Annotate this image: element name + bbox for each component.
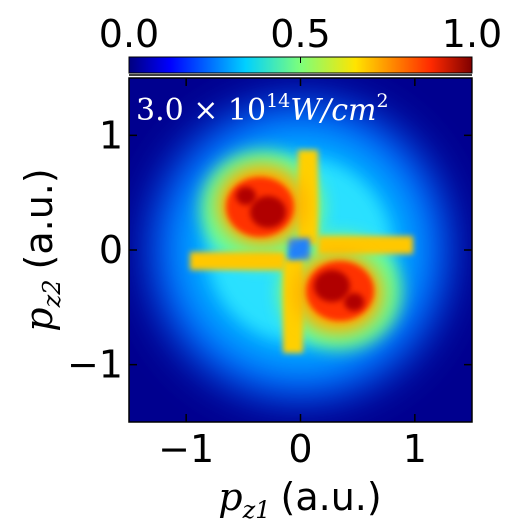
x-axis-symbol: p: [218, 475, 242, 519]
annotation-base: 3.0 × 10: [136, 93, 266, 128]
colorbar-tick-label: 0.5: [270, 12, 330, 56]
x-tick-label: 1: [403, 427, 427, 471]
axis-ticks: −1 0 1 −1 0 1: [67, 78, 472, 471]
colorbar-tick-label: 1.0: [442, 12, 502, 56]
colorbar: 0.0 0.5 1.0: [99, 12, 502, 76]
peak-lower-right: [294, 253, 382, 333]
x-axis-subscript: z1: [242, 496, 271, 524]
peak-upper-left: [218, 165, 306, 245]
center-spot: [288, 238, 310, 260]
intensity-annotation: 3.0 × 1014W/cm2: [136, 90, 389, 128]
x-tick-label: 0: [288, 427, 312, 471]
y-axis-label: pz2 (a.u.): [17, 168, 66, 331]
streak-horizontal-left: [190, 252, 285, 270]
annotation-exponent: 14: [266, 90, 290, 112]
y-tick-label: 0: [99, 228, 123, 272]
y-tick-label: −1: [67, 343, 123, 387]
colorbar-tick-label: 0.0: [99, 12, 159, 56]
y-tick-label: 1: [99, 113, 123, 157]
y-axis-unit: (a.u.): [17, 168, 61, 269]
x-tick-label: −1: [158, 427, 214, 471]
annotation-unit-exponent: 2: [376, 90, 388, 112]
x-axis-unit: (a.u.): [281, 475, 382, 519]
streak-horizontal-right: [318, 236, 413, 254]
heatmap-field: [150, 100, 450, 400]
heatmap-plot: −1 0 1 −1 0 1: [67, 77, 473, 471]
annotation-unit: W/cm: [290, 93, 376, 128]
colorbar-ticks: 0.0 0.5 1.0: [99, 12, 502, 63]
streak-vertical-upper: [298, 150, 318, 245]
x-axis-label: pz1 (a.u.): [218, 475, 381, 524]
y-axis-subscript: z2: [38, 279, 66, 308]
y-axis-symbol: p: [17, 307, 61, 331]
